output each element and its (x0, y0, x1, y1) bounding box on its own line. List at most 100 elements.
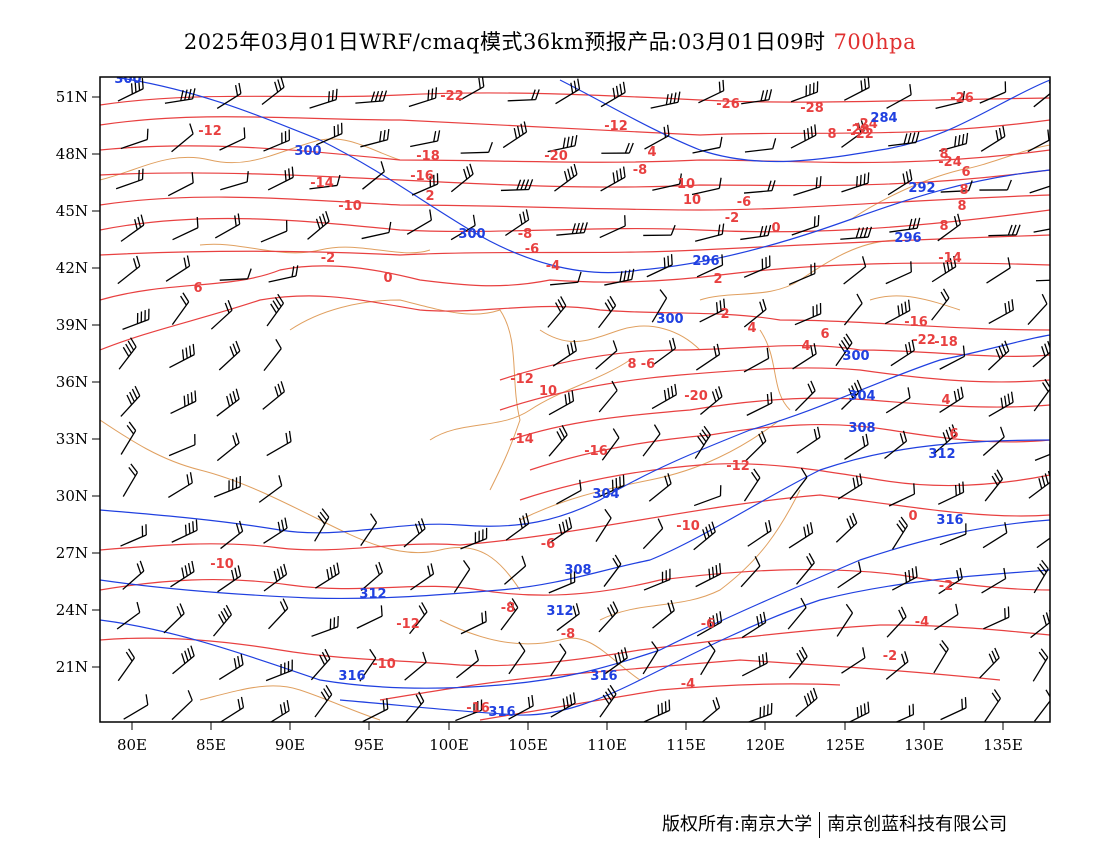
isotherm-label: -16 (466, 701, 490, 716)
isotherm-label: -20 (684, 389, 708, 404)
wind-barb (885, 387, 911, 414)
height-label: 312 (546, 604, 573, 619)
wind-barb (505, 513, 530, 541)
wind-barb (652, 337, 677, 366)
wind-barb (169, 343, 195, 369)
isotherm-label: 6 (961, 165, 970, 180)
wind-barb (219, 268, 252, 281)
isotherm-label: -26 (950, 91, 974, 106)
wind-barb (599, 215, 626, 239)
border-line (199, 243, 431, 254)
wind-barb (599, 684, 617, 718)
wind-barb (931, 288, 950, 321)
wind-barb (1035, 279, 1050, 282)
wind-barb (1027, 293, 1048, 325)
x-axis-label: 95E (354, 736, 384, 754)
wind-barb (980, 125, 1006, 152)
wind-barb (170, 560, 195, 588)
wind-barb (595, 340, 618, 370)
wind-barb (747, 519, 772, 547)
height-contour-line (119, 77, 1050, 274)
wind-barb (885, 261, 912, 285)
wind-barb (456, 649, 480, 679)
wind-barb (982, 522, 1008, 549)
y-axis-label: 42N (56, 259, 88, 277)
wind-barb (835, 333, 853, 367)
wind-barb (743, 180, 776, 194)
wind-barb (789, 467, 808, 501)
y-axis-label: 39N (56, 316, 88, 334)
wind-barb (744, 138, 777, 153)
height-contour-line (100, 334, 1050, 534)
wind-barb (888, 483, 916, 507)
wind-barb (359, 648, 377, 682)
wind-barb (314, 508, 330, 542)
x-axis-label: 85E (196, 736, 226, 754)
isotherm-label: -18 (934, 335, 958, 350)
border-line (429, 359, 631, 441)
wind-barb (220, 520, 244, 550)
wind-barb (603, 554, 622, 587)
wind-barb (411, 173, 439, 196)
height-label: 304 (848, 389, 875, 404)
wind-barb (1029, 183, 1050, 194)
border-line (519, 419, 781, 521)
wind-barb (740, 224, 772, 241)
wind-barb (210, 299, 233, 330)
wind-barb (362, 698, 389, 722)
wind-barb (220, 171, 249, 191)
height-label: 300 (458, 227, 485, 242)
isotherm-label: -28 (800, 101, 824, 116)
border-line (100, 419, 521, 591)
wind-barb (642, 641, 659, 675)
wind-barb (556, 603, 580, 632)
isotherm-line (100, 262, 1050, 301)
title-main: 2025年03月01日WRF/cmaq模式36km预报产品:03月01日09时 (183, 30, 826, 54)
wind-barb (408, 87, 438, 108)
wind-barb (122, 308, 150, 330)
wind-barb (171, 690, 193, 721)
wind-barb (642, 424, 661, 457)
wind-barb (652, 599, 675, 629)
plot-area: -22-26 -28-26-24-22-20-18-16-14-12-10-8-6… (100, 77, 1050, 722)
isotherm-label: -2 (725, 211, 739, 226)
isotherm-line (100, 145, 1050, 164)
border-line (539, 325, 701, 351)
height-label: 292 (908, 181, 935, 196)
isotherm-label: -14 (510, 432, 534, 447)
wind-barb (453, 559, 471, 593)
isotherm-label: -14 (310, 176, 334, 191)
wind-barb (697, 697, 721, 722)
wind-barb (979, 179, 1012, 191)
wind-barb (404, 651, 427, 681)
wind-barb (172, 645, 195, 675)
isotherm-label: 4 (647, 145, 656, 160)
isotherm-label: -4 (681, 677, 695, 692)
wind-barb (1032, 340, 1050, 368)
wind-barb (698, 79, 725, 104)
wind-barb (939, 523, 967, 546)
wind-barb (988, 299, 1014, 324)
wind-barb (548, 425, 568, 457)
wind-barb (117, 255, 141, 285)
x-axis-label: 80E (117, 736, 147, 754)
isotherm-label: -22 (850, 127, 874, 142)
wind-barb (696, 254, 724, 278)
wind-barb (651, 383, 678, 410)
isotherm-label: -14 (938, 251, 962, 266)
wind-barb (598, 295, 617, 329)
border-line (759, 329, 791, 411)
height-label: 312 (928, 447, 955, 462)
wind-barb (788, 262, 816, 286)
wind-barb (790, 81, 819, 103)
wind-barb (650, 91, 681, 109)
wind-barb (940, 697, 967, 721)
height-label: 316 (936, 513, 963, 528)
isotherm-line (100, 92, 1050, 106)
wind-barb (115, 168, 144, 190)
isotherm-line (100, 234, 1050, 256)
wind-barb (311, 615, 339, 637)
wind-barb (263, 517, 288, 544)
isotherm-label: -16 (410, 169, 434, 184)
wind-barb (986, 257, 1011, 284)
